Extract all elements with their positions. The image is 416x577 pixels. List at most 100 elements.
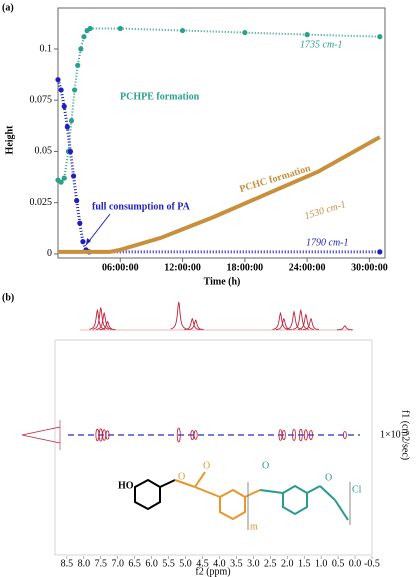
- y-axis-label: Height: [4, 125, 15, 155]
- point: [61, 103, 67, 109]
- x-tick-label: 1.0: [315, 558, 328, 569]
- spectrum-peak: [92, 307, 109, 330]
- annotation: full consumption of PA: [92, 201, 191, 212]
- x-tick-label: 5.5: [162, 558, 175, 569]
- cross-peak: [105, 430, 110, 440]
- point: [242, 29, 248, 36]
- x-axis-label: Time (h): [204, 276, 241, 287]
- panel-label: (b): [2, 292, 14, 303]
- x-tick-label: -0.5: [364, 558, 380, 569]
- point: [81, 34, 87, 40]
- point: [179, 27, 186, 34]
- cross-peak: [176, 427, 181, 443]
- x-tick-label: 6.0: [145, 558, 158, 569]
- x-tick-label: 7.5: [95, 558, 108, 569]
- point: [87, 25, 93, 32]
- spectrum-peak: [99, 320, 116, 331]
- x-tick-label: 2.0: [281, 558, 294, 569]
- point: [55, 77, 61, 83]
- y-tick-label: 0.025: [30, 197, 53, 208]
- point: [70, 173, 77, 179]
- spectrum-peak: [272, 311, 289, 330]
- x-tick-label: 8.5: [61, 558, 74, 569]
- atom: O: [325, 472, 332, 483]
- series-line: [58, 135, 381, 254]
- x-tick-label: 3.0: [247, 558, 260, 569]
- cross-peak: [298, 428, 303, 442]
- arrow-head: [86, 238, 91, 245]
- spectrum-peak: [285, 310, 303, 330]
- point: [68, 118, 75, 124]
- cross-peak: [281, 429, 286, 440]
- x-axis-label: f2 (ppm): [195, 566, 230, 577]
- panel-label: (a): [2, 2, 14, 13]
- atom: O: [203, 460, 210, 471]
- series-label: 1735 cm-1: [300, 39, 343, 50]
- point: [377, 249, 383, 255]
- x-tick-label: 6.5: [128, 558, 141, 569]
- x-tick-label: 18:00:00: [227, 262, 264, 273]
- x-tick-label: 2.5: [264, 558, 277, 569]
- point: [80, 239, 86, 245]
- x-tick-label: 4.0: [213, 558, 226, 569]
- y-tick-label: 0.1: [40, 43, 53, 54]
- point: [78, 46, 84, 52]
- spectrum-peak: [96, 311, 113, 330]
- point: [58, 87, 64, 93]
- structure: [134, 471, 351, 530]
- x-tick-label: 8.0: [78, 558, 91, 569]
- x-tick-label: 1.5: [298, 558, 311, 569]
- series-label: 1530 cm-1: [303, 199, 347, 222]
- atom: HO: [118, 480, 134, 491]
- spectrum-peak: [336, 325, 353, 331]
- cross-peak: [292, 428, 296, 441]
- plot-frame: [57, 7, 386, 259]
- spectrum-peak: [302, 317, 320, 331]
- x-tick-label: 7.0: [111, 558, 124, 569]
- cross-peak: [342, 430, 347, 439]
- series-line: [56, 79, 380, 254]
- spectrum-peak: [89, 308, 106, 330]
- annotation: PCHPE formation: [120, 91, 200, 102]
- spectrum-peak: [297, 313, 314, 330]
- x-tick-label: 06:00:00: [102, 262, 139, 273]
- projection: [21, 426, 61, 444]
- y-axis-label: f1 (cm2/sec): [400, 410, 411, 460]
- y-tick-label: 0.05: [35, 146, 53, 157]
- atom: m: [250, 521, 258, 532]
- point: [61, 175, 67, 181]
- f1-tick-label: 1×10⁻⁹: [380, 429, 410, 440]
- x-tick-label: 30:00:00: [351, 262, 388, 273]
- point: [77, 220, 83, 226]
- spectrum-peak: [292, 308, 309, 330]
- cross-peak: [309, 429, 313, 440]
- atom: Cl: [352, 484, 362, 495]
- plot-frame: [54, 339, 373, 556]
- point: [67, 148, 74, 155]
- x-tick-label: 12:00:00: [164, 262, 201, 273]
- point: [72, 87, 78, 93]
- spectrum-peak: [170, 301, 187, 330]
- x-tick-label: 0.0: [349, 558, 362, 569]
- x-tick-label: 5.0: [179, 558, 192, 569]
- point: [304, 32, 310, 38]
- x-tick-label: 4.5: [196, 558, 209, 569]
- structure-labels: HO O O O O m Cl: [118, 460, 362, 532]
- cross-peak: [303, 429, 308, 441]
- spectrum-peak: [187, 319, 204, 331]
- point: [75, 62, 81, 68]
- y-tick-label: 0: [47, 248, 52, 259]
- spectrum-peak: [184, 317, 201, 331]
- x-tick-label: 24:00:00: [289, 262, 326, 273]
- y-tick-label: 0.075: [30, 95, 53, 106]
- series-line: [57, 27, 380, 184]
- point: [74, 198, 80, 204]
- atom: O: [262, 460, 269, 471]
- series-label: 1790 cm-1: [306, 237, 349, 248]
- point: [64, 124, 70, 130]
- x-tick-label: 3.5: [230, 558, 243, 569]
- point: [117, 25, 123, 32]
- arrow: [85, 213, 111, 246]
- point: [58, 179, 64, 185]
